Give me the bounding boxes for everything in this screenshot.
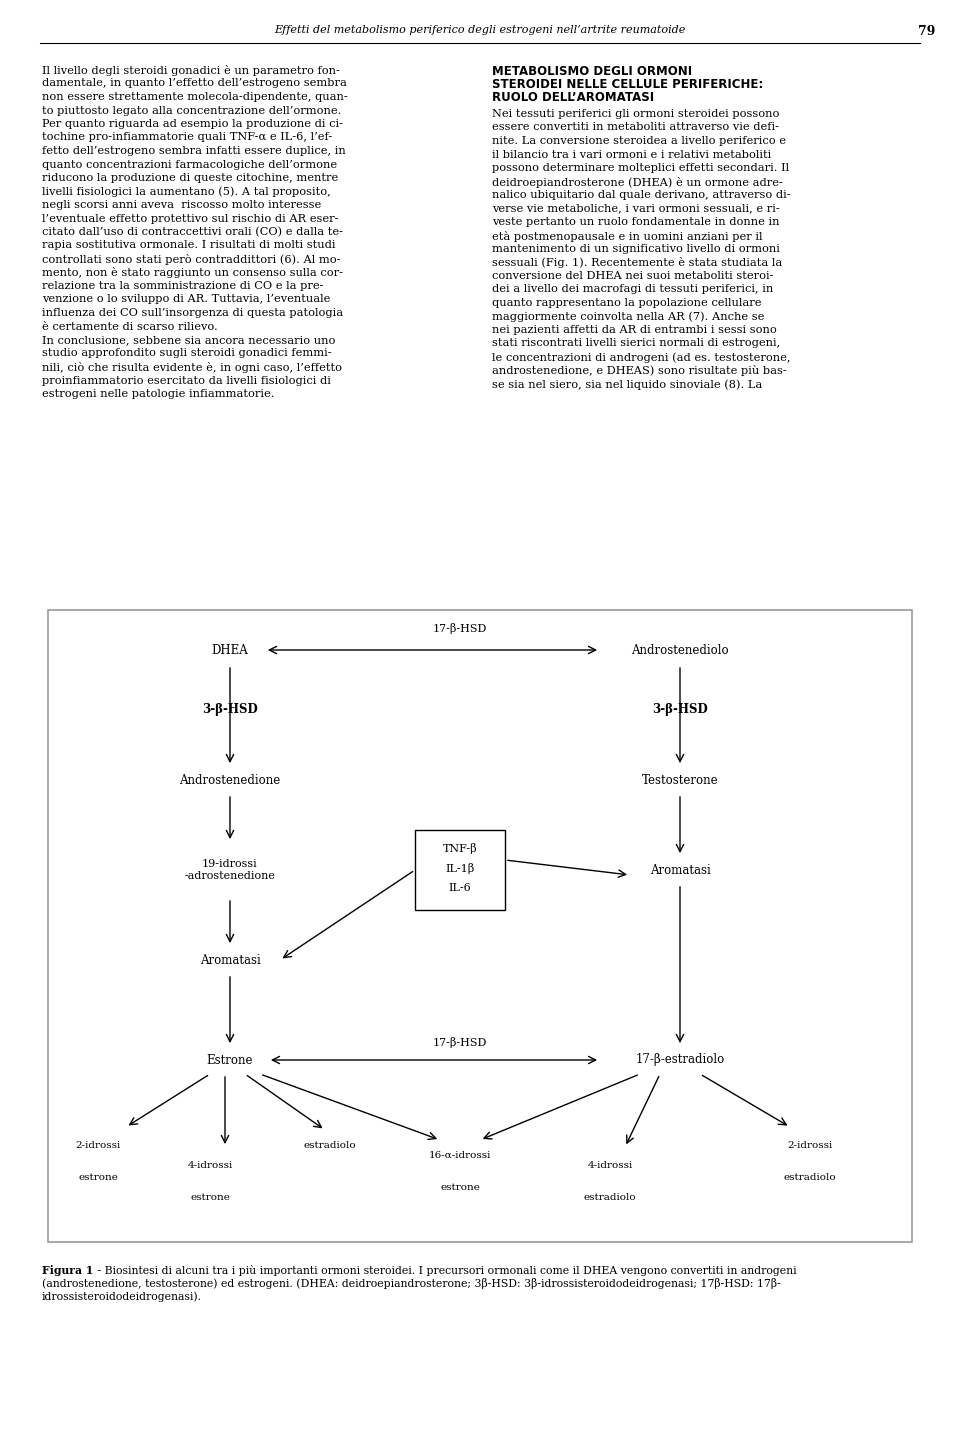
Text: deidroepiandrosterone (DHEA) è un ormone adre-: deidroepiandrosterone (DHEA) è un ormone… bbox=[492, 177, 782, 187]
Text: IL-6: IL-6 bbox=[448, 883, 471, 893]
Text: DHEA: DHEA bbox=[211, 644, 249, 657]
Text: stati riscontrati livelli sierici normali di estrogeni,: stati riscontrati livelli sierici normal… bbox=[492, 338, 780, 348]
Text: 2-idrossi: 2-idrossi bbox=[787, 1140, 832, 1149]
Text: 79: 79 bbox=[918, 24, 935, 37]
Text: 19-idrossi
-adrostenedione: 19-idrossi -adrostenedione bbox=[184, 858, 276, 881]
Text: METABOLISMO DEGLI ORMONI: METABOLISMO DEGLI ORMONI bbox=[492, 65, 692, 78]
Text: damentale, in quanto l’effetto dell’estrogeno sembra: damentale, in quanto l’effetto dell’estr… bbox=[42, 79, 347, 88]
Text: IL-1β: IL-1β bbox=[445, 863, 474, 874]
Text: il bilancio tra i vari ormoni e i relativi metaboliti: il bilancio tra i vari ormoni e i relati… bbox=[492, 150, 771, 160]
Text: 4-idrossi: 4-idrossi bbox=[588, 1161, 633, 1169]
Text: 16-α-idrossi: 16-α-idrossi bbox=[429, 1151, 492, 1159]
Text: estrogeni nelle patologie infiammatorie.: estrogeni nelle patologie infiammatorie. bbox=[42, 389, 275, 399]
Text: estradiolo: estradiolo bbox=[783, 1174, 836, 1182]
Text: TNF-β: TNF-β bbox=[443, 842, 477, 854]
Text: (androstenedione, testosterone) ed estrogeni. (DHEA: deidroepiandrosterone; 3β-H: (androstenedione, testosterone) ed estro… bbox=[42, 1279, 780, 1289]
Text: 4-idrossi: 4-idrossi bbox=[187, 1161, 232, 1169]
Text: negli scorsi anni aveva  riscosso molto interesse: negli scorsi anni aveva riscosso molto i… bbox=[42, 200, 322, 210]
Text: Estrone: Estrone bbox=[206, 1054, 253, 1067]
Text: veste pertanto un ruolo fondamentale in donne in: veste pertanto un ruolo fondamentale in … bbox=[492, 217, 780, 228]
Text: dei a livello dei macrofagi di tessuti periferici, in: dei a livello dei macrofagi di tessuti p… bbox=[492, 285, 773, 295]
Text: verse vie metaboliche, i vari ormoni sessuali, e ri-: verse vie metaboliche, i vari ormoni ses… bbox=[492, 203, 780, 213]
Text: proinfiammatorio esercitato da livelli fisiologici di: proinfiammatorio esercitato da livelli f… bbox=[42, 376, 331, 386]
Text: nei pazienti affetti da AR di entrambi i sessi sono: nei pazienti affetti da AR di entrambi i… bbox=[492, 325, 777, 336]
Text: quanto concentrazioni farmacologiche dell’ormone: quanto concentrazioni farmacologiche del… bbox=[42, 160, 337, 170]
Text: citato dall’uso di contraccettivi orali (CO) e dalla te-: citato dall’uso di contraccettivi orali … bbox=[42, 228, 343, 238]
Text: 17-β-HSD: 17-β-HSD bbox=[433, 622, 487, 634]
Text: 17-β-estradiolo: 17-β-estradiolo bbox=[636, 1054, 725, 1067]
Text: se sia nel siero, sia nel liquido sinoviale (8). La: se sia nel siero, sia nel liquido sinovi… bbox=[492, 379, 762, 390]
Text: androstenedione, e DHEAS) sono risultate più bas-: androstenedione, e DHEAS) sono risultate… bbox=[492, 366, 787, 376]
Text: quanto rappresentano la popolazione cellulare: quanto rappresentano la popolazione cell… bbox=[492, 298, 761, 308]
Text: Aromatasi: Aromatasi bbox=[650, 864, 710, 877]
Text: fetto dell’estrogeno sembra infatti essere duplice, in: fetto dell’estrogeno sembra infatti esse… bbox=[42, 145, 346, 156]
Text: estradiolo: estradiolo bbox=[584, 1194, 636, 1202]
Text: possono determinare molteplici effetti secondari. Il: possono determinare molteplici effetti s… bbox=[492, 163, 789, 173]
Bar bbox=[48, 611, 912, 1241]
Text: Nei tessuti periferici gli ormoni steroidei possono: Nei tessuti periferici gli ormoni steroi… bbox=[492, 109, 780, 120]
Text: nalico ubiquitario dal quale derivano, attraverso di-: nalico ubiquitario dal quale derivano, a… bbox=[492, 190, 791, 200]
Text: Il livello degli steroidi gonadici è un parametro fon-: Il livello degli steroidi gonadici è un … bbox=[42, 65, 340, 76]
Text: relazione tra la somministrazione di CO e la pre-: relazione tra la somministrazione di CO … bbox=[42, 281, 324, 291]
Text: è certamente di scarso rilievo.: è certamente di scarso rilievo. bbox=[42, 321, 218, 331]
Text: venzione o lo sviluppo di AR. Tuttavia, l’eventuale: venzione o lo sviluppo di AR. Tuttavia, … bbox=[42, 295, 330, 304]
Text: rapia sostitutiva ormonale. I risultati di molti studi: rapia sostitutiva ormonale. I risultati … bbox=[42, 240, 335, 251]
Text: studio approfondito sugli steroidi gonadici femmi-: studio approfondito sugli steroidi gonad… bbox=[42, 348, 331, 359]
Text: Effetti del metabolismo periferico degli estrogeni nell’artrite reumatoide: Effetti del metabolismo periferico degli… bbox=[275, 24, 685, 35]
Text: RUOLO DELL’AROMATASI: RUOLO DELL’AROMATASI bbox=[492, 91, 654, 104]
Text: Per quanto riguarda ad esempio la produzione di ci-: Per quanto riguarda ad esempio la produz… bbox=[42, 120, 343, 130]
Text: to piuttosto legato alla concentrazione dell’ormone.: to piuttosto legato alla concentrazione … bbox=[42, 105, 342, 115]
Text: - Biosintesi di alcuni tra i più importanti ormoni steroidei. I precursori ormon: - Biosintesi di alcuni tra i più importa… bbox=[94, 1264, 797, 1276]
Text: nite. La conversione steroidea a livello periferico e: nite. La conversione steroidea a livello… bbox=[492, 135, 786, 145]
Bar bbox=[415, 829, 505, 910]
Text: età postmenopausale e in uomini anziani per il: età postmenopausale e in uomini anziani … bbox=[492, 230, 762, 242]
Text: conversione del DHEA nei suoi metaboliti steroi-: conversione del DHEA nei suoi metaboliti… bbox=[492, 271, 774, 281]
Text: Androstenedione: Androstenedione bbox=[180, 773, 280, 786]
Text: estrone: estrone bbox=[78, 1174, 118, 1182]
Text: Aromatasi: Aromatasi bbox=[200, 953, 260, 966]
Text: controllati sono stati però contraddittori (6). Al mo-: controllati sono stati però contradditto… bbox=[42, 253, 341, 265]
Text: estrone: estrone bbox=[440, 1184, 480, 1192]
Text: livelli fisiologici la aumentano (5). A tal proposito,: livelli fisiologici la aumentano (5). A … bbox=[42, 187, 331, 197]
Text: influenza dei CO sull’insorgenza di questa patologia: influenza dei CO sull’insorgenza di ques… bbox=[42, 308, 343, 318]
Text: 3-β-HSD: 3-β-HSD bbox=[203, 704, 258, 717]
Text: nili, ciò che risulta evidente è, in ogni caso, l’effetto: nili, ciò che risulta evidente è, in ogn… bbox=[42, 361, 342, 373]
Text: 17-β-HSD: 17-β-HSD bbox=[433, 1037, 487, 1047]
Text: mento, non è stato raggiunto un consenso sulla cor-: mento, non è stato raggiunto un consenso… bbox=[42, 268, 343, 278]
Text: idrossisteroidodeidrogenasi).: idrossisteroidodeidrogenasi). bbox=[42, 1292, 202, 1302]
Text: Testosterone: Testosterone bbox=[641, 773, 718, 786]
Text: 3-β-HSD: 3-β-HSD bbox=[652, 704, 708, 717]
Text: estrone: estrone bbox=[190, 1194, 230, 1202]
Text: estradiolo: estradiolo bbox=[303, 1140, 356, 1149]
Text: In conclusione, sebbene sia ancora necessario uno: In conclusione, sebbene sia ancora neces… bbox=[42, 336, 335, 346]
Text: l’eventuale effetto protettivo sul rischio di AR eser-: l’eventuale effetto protettivo sul risch… bbox=[42, 213, 339, 223]
Text: le concentrazioni di androgeni (ad es. testosterone,: le concentrazioni di androgeni (ad es. t… bbox=[492, 351, 790, 363]
Text: Androstenediolo: Androstenediolo bbox=[631, 644, 729, 657]
Text: STEROIDEI NELLE CELLULE PERIFERICHE:: STEROIDEI NELLE CELLULE PERIFERICHE: bbox=[492, 78, 763, 91]
Text: sessuali (Fig. 1). Recentemente è stata studiata la: sessuali (Fig. 1). Recentemente è stata … bbox=[492, 258, 782, 268]
Text: tochine pro-infiammatorie quali TNF-α e IL-6, l’ef-: tochine pro-infiammatorie quali TNF-α e … bbox=[42, 132, 332, 143]
Text: riducono la produzione di queste citochine, mentre: riducono la produzione di queste citochi… bbox=[42, 173, 338, 183]
Text: maggiormente coinvolta nella AR (7). Anche se: maggiormente coinvolta nella AR (7). Anc… bbox=[492, 311, 764, 323]
Text: mantenimento di un significativo livello di ormoni: mantenimento di un significativo livello… bbox=[492, 243, 780, 253]
Text: essere convertiti in metaboliti attraverso vie defi-: essere convertiti in metaboliti attraver… bbox=[492, 122, 779, 132]
Text: Figura 1: Figura 1 bbox=[42, 1264, 93, 1276]
Text: non essere strettamente molecola-dipendente, quan-: non essere strettamente molecola-dipende… bbox=[42, 92, 348, 102]
Text: 2-idrossi: 2-idrossi bbox=[76, 1140, 121, 1149]
